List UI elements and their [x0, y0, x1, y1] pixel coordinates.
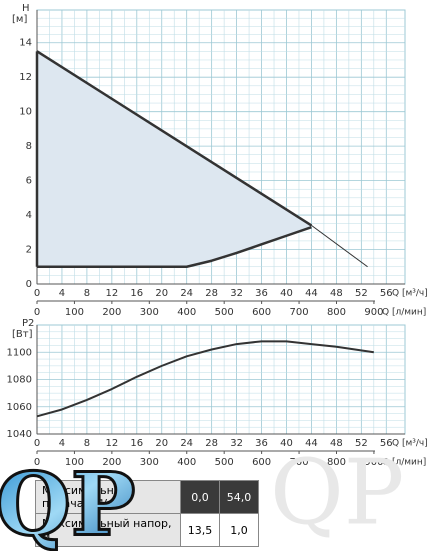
x2-tick-label: 800: [327, 457, 346, 468]
y-tick-label: 1060: [7, 402, 32, 413]
x-tick-label: 52: [355, 288, 368, 299]
cell: Максимальный напор, м: [35, 513, 181, 547]
x-tick-label: 32: [230, 438, 243, 449]
x2-tick-label: 100: [65, 457, 84, 468]
operating-area: [37, 51, 312, 267]
x2-axis-title: Q [л/мин]: [382, 458, 426, 468]
y-axis-title: H: [22, 3, 30, 14]
cell: 0,0: [180, 480, 220, 514]
x-tick-label: 8: [84, 438, 90, 449]
x2-axis-title: Q [л/мин]: [382, 308, 426, 318]
y-tick-label: 6: [26, 176, 32, 187]
x-tick-label: 28: [205, 288, 218, 299]
x-tick-label: 32: [230, 288, 243, 299]
x-tick-label: 24: [180, 288, 193, 299]
y-tick-label: 10: [19, 107, 32, 118]
x-tick-label: 56: [380, 438, 393, 449]
x2-tick-label: 600: [252, 457, 271, 468]
logo-watermark: QP: [270, 440, 404, 545]
y-tick-label: 0: [26, 279, 32, 290]
x-axis-title: Q [м³/ч]: [392, 289, 428, 299]
x-tick-label: 20: [155, 288, 168, 299]
x-tick-label: 28: [205, 438, 218, 449]
curve: [37, 225, 312, 269]
y-tick-label: 8: [26, 141, 32, 152]
x-tick-label: 4: [59, 438, 65, 449]
x-tick-label: 44: [305, 438, 318, 449]
y-tick-label: 4: [26, 210, 32, 221]
x-tick-label: 16: [130, 288, 143, 299]
y-tick-label: 14: [19, 38, 32, 49]
x-tick-label: 48: [330, 438, 343, 449]
x-tick-label: 16: [130, 438, 143, 449]
x-tick-label: 20: [155, 438, 168, 449]
cell: 13,5: [180, 513, 220, 547]
y-tick-label: 1100: [7, 347, 32, 358]
x2-tick-label: 100: [65, 307, 84, 318]
y-tick-label: 12: [19, 72, 32, 83]
x-tick-label: 24: [180, 438, 193, 449]
x-tick-label: 52: [355, 438, 368, 449]
x-tick-label: 56: [380, 288, 393, 299]
x-tick-label: 8: [84, 288, 90, 299]
x2-tick-label: 800: [327, 307, 346, 318]
x2-tick-label: 500: [215, 457, 234, 468]
x2-tick-label: 900: [364, 307, 383, 318]
x2-tick-label: 300: [140, 307, 159, 318]
cell: 1,0: [219, 513, 259, 547]
x-tick-label: 12: [105, 438, 118, 449]
x2-tick-label: 300: [140, 457, 159, 468]
logo: QP: [0, 455, 136, 551]
y-tick-label: 2: [26, 245, 32, 256]
x-tick-label: 4: [59, 288, 65, 299]
x2-tick-label: 400: [177, 457, 196, 468]
y-axis-unit: [м]: [12, 14, 27, 25]
table: Максимальная подача, м³/ч 0,0 54,0 Максима…: [35, 480, 259, 547]
x-tick-label: 36: [255, 288, 268, 299]
x-tick-label: 36: [255, 438, 268, 449]
x2-tick-label: 700: [290, 307, 309, 318]
x2-tick-label: 200: [102, 457, 121, 468]
curve: [36, 50, 313, 227]
x-tick-label: 48: [330, 288, 343, 299]
x2-tick-label: 0: [34, 307, 40, 318]
x2-tick-label: 200: [102, 307, 121, 318]
x2-tick-label: 600: [252, 307, 271, 318]
x-tick-label: 0: [34, 438, 40, 449]
x-tick-label: 0: [34, 288, 40, 299]
x-tick-label: 40: [280, 438, 293, 449]
x2-tick-label: 700: [290, 457, 309, 468]
y-axis-title: P2: [22, 318, 34, 329]
x2-tick-label: 500: [215, 307, 234, 318]
y-tick-label: 1080: [7, 375, 32, 386]
x-axis-title: Q [м³/ч]: [392, 439, 428, 449]
x2-tick-label: 900: [364, 457, 383, 468]
x-tick-label: 44: [305, 288, 318, 299]
x2-tick-label: 0: [34, 457, 40, 468]
curve: [36, 340, 374, 418]
curve: [311, 225, 368, 268]
cell: 54,0: [219, 480, 259, 514]
x-tick-label: 40: [280, 288, 293, 299]
y-tick-label: 1040: [7, 429, 32, 440]
x2-tick-label: 400: [177, 307, 196, 318]
y-axis-unit: [Вт]: [12, 329, 33, 340]
x-tick-label: 12: [105, 288, 118, 299]
